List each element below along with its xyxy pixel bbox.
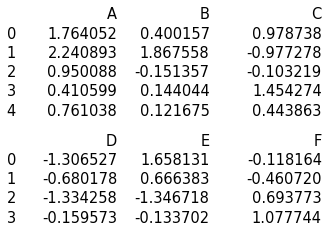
Text: A: A	[107, 7, 117, 22]
Text: D: D	[106, 134, 117, 148]
Text: -0.680178: -0.680178	[42, 172, 117, 187]
Text: 0.400157: 0.400157	[140, 27, 210, 41]
Text: 2: 2	[7, 65, 16, 80]
Text: -1.306527: -1.306527	[42, 153, 117, 168]
Text: 0.443863: 0.443863	[252, 104, 322, 119]
Text: 0.410599: 0.410599	[48, 84, 117, 99]
Text: C: C	[312, 7, 322, 22]
Text: -1.346718: -1.346718	[135, 191, 210, 206]
Text: -0.460720: -0.460720	[246, 172, 322, 187]
Text: 0.950088: 0.950088	[47, 65, 117, 80]
Text: 2: 2	[7, 191, 16, 206]
Text: 0: 0	[7, 153, 16, 168]
Text: 4: 4	[7, 104, 16, 119]
Text: -0.977278: -0.977278	[246, 46, 322, 61]
Text: 1: 1	[7, 172, 16, 187]
Text: -1.334258: -1.334258	[42, 191, 117, 206]
Text: B: B	[200, 7, 210, 22]
Text: -0.151357: -0.151357	[135, 65, 210, 80]
Text: -0.159573: -0.159573	[42, 211, 117, 226]
Text: -0.103219: -0.103219	[247, 65, 322, 80]
Text: 3: 3	[7, 211, 16, 226]
Text: 0: 0	[7, 27, 16, 41]
Text: 0.693773: 0.693773	[252, 191, 322, 206]
Text: 0.978738: 0.978738	[252, 27, 322, 41]
Text: 1.867558: 1.867558	[140, 46, 210, 61]
Text: 1.454274: 1.454274	[252, 84, 322, 99]
Text: -0.118164: -0.118164	[247, 153, 322, 168]
Text: 0.121675: 0.121675	[140, 104, 210, 119]
Text: 1.658131: 1.658131	[140, 153, 210, 168]
Text: F: F	[314, 134, 322, 148]
Text: 1: 1	[7, 46, 16, 61]
Text: 1.764052: 1.764052	[47, 27, 117, 41]
Text: 0.761038: 0.761038	[48, 104, 117, 119]
Text: 0.144044: 0.144044	[140, 84, 210, 99]
Text: 2.240893: 2.240893	[48, 46, 117, 61]
Text: 1.077744: 1.077744	[252, 211, 322, 226]
Text: E: E	[200, 134, 210, 148]
Text: -0.133702: -0.133702	[134, 211, 210, 226]
Text: 0.666383: 0.666383	[140, 172, 210, 187]
Text: 3: 3	[7, 84, 16, 99]
